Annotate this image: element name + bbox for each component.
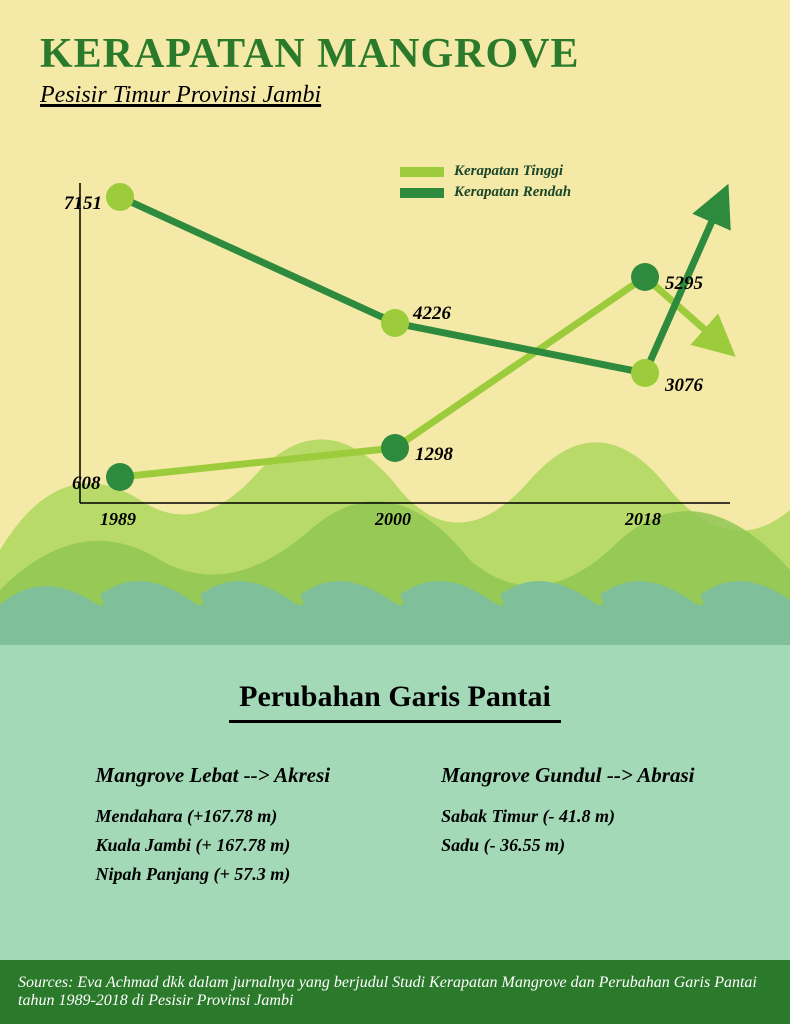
chart-marker bbox=[381, 309, 409, 337]
chart-value-label: 7151 bbox=[64, 193, 102, 215]
column-title: Mangrove Lebat --> Akresi bbox=[96, 763, 331, 788]
chart-marker bbox=[106, 463, 134, 491]
main-title: KERAPATAN MANGROVE bbox=[40, 30, 750, 78]
coastline-section: Perubahan Garis Pantai Mangrove Lebat --… bbox=[0, 680, 790, 888]
column-item: Kuala Jambi (+ 167.78 m) bbox=[96, 831, 331, 860]
chart-x-label: 1989 bbox=[100, 509, 136, 530]
column-item: Mendahara (+167.78 m) bbox=[96, 802, 331, 831]
subtitle: Pesisir Timur Provinsi Jambi bbox=[40, 82, 750, 113]
chart-value-label: 1298 bbox=[415, 444, 453, 466]
chart-value-label: 4226 bbox=[413, 303, 451, 325]
line-chart: Kerapatan TinggiKerapatan Rendah 6081298… bbox=[40, 163, 750, 543]
chart-marker bbox=[381, 434, 409, 462]
chart-x-label: 2018 bbox=[625, 509, 661, 530]
info-column: Mangrove Gundul --> Abrasi Sabak Timur (-… bbox=[441, 763, 694, 888]
section-title: Perubahan Garis Pantai bbox=[229, 680, 561, 723]
column-title: Mangrove Gundul --> Abrasi bbox=[441, 763, 694, 788]
chart-value-label: 608 bbox=[72, 473, 101, 495]
waves-decoration bbox=[0, 565, 790, 645]
column-item: Sabak Timur (- 41.8 m) bbox=[441, 802, 694, 831]
chart-x-label: 2000 bbox=[375, 509, 411, 530]
chart-value-label: 3076 bbox=[665, 375, 703, 397]
source-footer: Sources: Eva Achmad dkk dalam jurnalnya … bbox=[0, 960, 790, 1024]
chart-marker bbox=[106, 183, 134, 211]
column-item: Sadu (- 36.55 m) bbox=[441, 831, 694, 860]
info-column: Mangrove Lebat --> Akresi Mendahara (+167… bbox=[96, 763, 331, 888]
chart-canvas bbox=[50, 173, 750, 533]
column-item: Nipah Panjang (+ 57.3 m) bbox=[96, 860, 331, 889]
chart-value-label: 5295 bbox=[665, 273, 703, 295]
chart-marker bbox=[631, 263, 659, 291]
chart-marker bbox=[631, 359, 659, 387]
